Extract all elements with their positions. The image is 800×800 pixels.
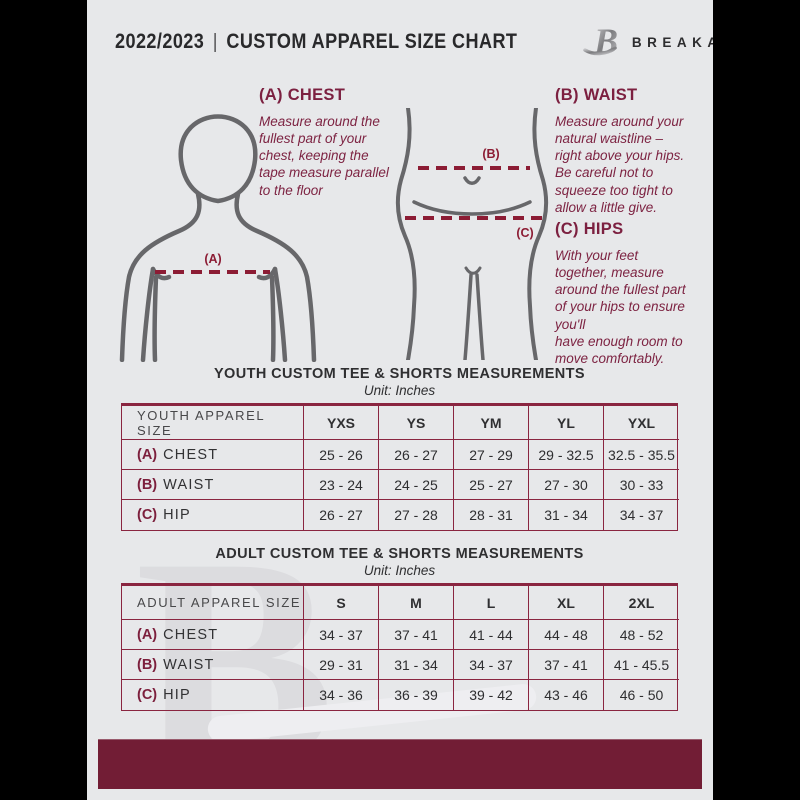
waist-heading: (B) WAIST — [555, 86, 638, 104]
table-cell: 48 - 52 — [604, 620, 679, 650]
youth-table-title: YOUTH CUSTOM TEE & SHORTS MEASUREMENTS — [213, 366, 585, 382]
size-header-l: L — [454, 586, 529, 620]
table-cell: 41 - 45.5 — [604, 650, 679, 680]
youth-table-unit: Unit: Inches — [363, 383, 436, 398]
size-header-ys: YS — [379, 406, 454, 440]
size-header-yl: YL — [529, 406, 604, 440]
row-letter: (C) — [137, 687, 158, 703]
table-cell: 39 - 42 — [454, 680, 529, 710]
adult-measurements-section: ADULT CUSTOM TEE & SHORTS MEASUREMENTS U… — [121, 546, 679, 711]
table-cell: 30 - 33 — [604, 470, 679, 500]
footer-accent-bar — [98, 739, 702, 789]
chest-heading: (A) CHEST — [259, 86, 346, 104]
row-label: (C) HIP — [122, 680, 304, 710]
table-cell: 37 - 41 — [529, 650, 604, 680]
row-letter: (A) — [137, 626, 158, 643]
table-cell: 31 - 34 — [379, 650, 454, 680]
header: 2022/2023 | CUSTOM APPAREL SIZE CHART B BR… — [115, 21, 713, 61]
hips-description: With your feet together, measure around … — [555, 248, 686, 366]
row-letter: (B) — [137, 656, 158, 673]
row-label: (B) WAIST — [122, 470, 304, 500]
table-cell: 29 - 32.5 — [529, 440, 604, 470]
table-cell: 44 - 48 — [529, 620, 604, 650]
table-cell: 34 - 36 — [304, 680, 379, 710]
size-column-header: YOUTH APPAREL SIZE — [122, 406, 304, 440]
table-cell: 43 - 46 — [529, 680, 604, 710]
table-cell: 27 - 30 — [529, 470, 604, 500]
waist-description: Measure around your natural waistline – … — [555, 114, 685, 215]
table-cell: 34 - 37 — [619, 507, 664, 523]
row-name: HIP — [163, 507, 191, 523]
table-cell: 26 - 27 — [379, 440, 454, 470]
row-letter: (C) — [137, 507, 158, 523]
size-column-header: ADULT APPAREL SIZE — [122, 586, 304, 620]
title-separator: | — [212, 31, 218, 53]
row-label: (A) CHEST — [122, 620, 304, 650]
row-name: WAIST — [163, 656, 215, 673]
row-name: WAIST — [163, 476, 215, 493]
waist-hips-figure-illustration: (B) (C) — [395, 108, 549, 360]
table-cell: 28 - 31 — [454, 500, 529, 530]
row-label: (A) CHEST — [122, 440, 304, 470]
row-name: CHEST — [163, 446, 219, 463]
page-title: 2022/2023 | CUSTOM APPAREL SIZE CHART — [115, 30, 517, 54]
hips-instructions: (C) HIPS With your feet together, measur… — [555, 220, 707, 367]
table-cell: 24 - 25 — [379, 470, 454, 500]
table-cell: 25 - 26 — [304, 440, 379, 470]
table-cell: 27 - 28 — [379, 500, 454, 530]
row-label: (B) WAIST — [122, 650, 304, 680]
chest-instructions: (A) CHEST Measure around the fullest par… — [259, 86, 424, 199]
hips-heading: (C) HIPS — [555, 220, 624, 238]
table-cell: 26 - 27 — [304, 500, 379, 530]
youth-measurements-section: YOUTH CUSTOM TEE & SHORTS MEASUREMENTS U… — [121, 366, 679, 531]
waist-instructions: (B) WAIST Measure around your natural wa… — [555, 86, 707, 216]
table-cell: 36 - 39 — [379, 680, 454, 710]
table-cell: 34 - 37 — [304, 620, 379, 650]
table-cell: 23 - 24 — [304, 470, 379, 500]
adult-size-table: ADULT APPAREL SIZE S M L XL 2XL (A) CHEST 34 - 3… — [121, 583, 679, 711]
table-cell: 25 - 27 — [454, 470, 529, 500]
chest-line-label: (A) — [204, 252, 221, 266]
waist-line-label: (B) — [482, 147, 499, 161]
table-cell: 34 - 37 — [454, 650, 529, 680]
row-label: (C) HIP — [122, 500, 304, 530]
size-header-yxs: YXS — [304, 406, 379, 440]
chest-description: Measure around the fullest part of your … — [259, 114, 389, 198]
brand-lockup: B BREAKAWAY — [583, 21, 713, 63]
row-letter: (A) — [137, 446, 158, 463]
adult-table-title: ADULT CUSTOM TEE & SHORTS MEASUREMENTS — [215, 546, 584, 562]
table-cell: 27 - 29 — [454, 440, 529, 470]
chart-title: CUSTOM APPAREL SIZE CHART — [226, 30, 518, 53]
flyer-page: B 2022/2023 | CUSTOM APPAREL SIZE CHART B — [87, 0, 713, 800]
brand-name: BREAKAWAY — [631, 34, 713, 50]
table-cell: 29 - 31 — [304, 650, 379, 680]
table-cell: 37 - 41 — [379, 620, 454, 650]
table-cell: 32.5 - 35.5 — [604, 440, 679, 470]
breakaway-b-logo-icon: B — [583, 21, 618, 61]
table-cell: 46 - 50 — [619, 687, 664, 703]
size-header-ym: YM — [454, 406, 529, 440]
row-letter: (B) — [137, 476, 158, 493]
adult-table-unit: Unit: Inches — [363, 563, 436, 578]
size-header-m: M — [379, 586, 454, 620]
chest-figure-illustration: (A) — [119, 114, 317, 362]
season-label: 2022/2023 — [115, 30, 205, 53]
row-name: CHEST — [163, 626, 219, 643]
size-header-xl: XL — [529, 586, 604, 620]
size-header-yxl: YXL — [604, 406, 679, 440]
size-header-2xl: 2XL — [604, 586, 679, 620]
size-header-s: S — [304, 586, 379, 620]
table-cell: 31 - 34 — [529, 500, 604, 530]
table-cell: 41 - 44 — [454, 620, 529, 650]
youth-size-table: YOUTH APPAREL SIZE YXS YS YM YL YXL (A) CHEST 25… — [121, 403, 679, 531]
hips-line-label: (C) — [516, 226, 533, 240]
row-name: HIP — [163, 687, 191, 703]
